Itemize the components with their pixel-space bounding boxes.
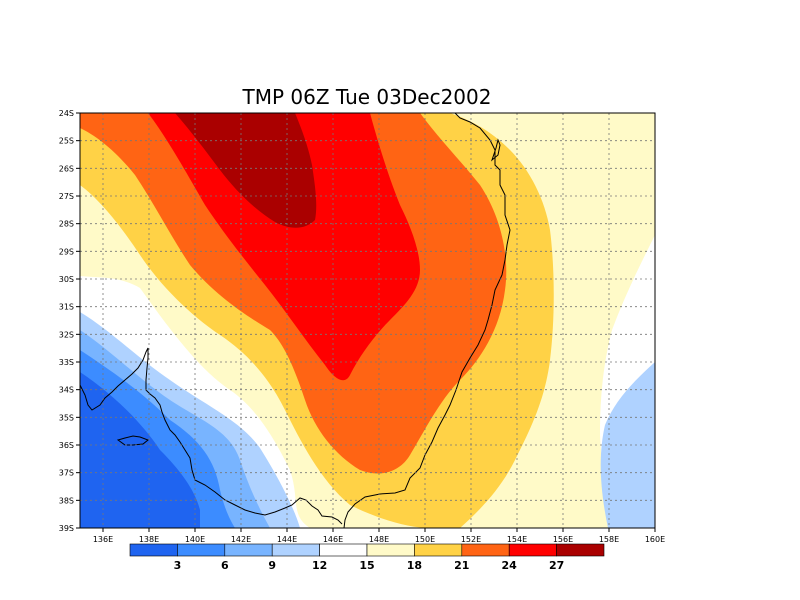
colorbar-swatch bbox=[177, 543, 226, 557]
x-tick-label: 138E bbox=[139, 535, 159, 544]
colorbar-label: 6 bbox=[221, 559, 229, 572]
x-tick-label: 140E bbox=[185, 535, 205, 544]
colorbar-swatch bbox=[556, 543, 605, 557]
island-fraser bbox=[490, 138, 501, 162]
y-tick-label: 28S bbox=[59, 220, 74, 229]
colorbar-legend: 3 6 9 12 15 18 21 24 27 bbox=[129, 543, 605, 572]
colorbar-swatch bbox=[461, 543, 510, 557]
y-tick-label: 25S bbox=[59, 137, 74, 146]
x-tick-label: 158E bbox=[599, 535, 619, 544]
y-tick-label: 33S bbox=[59, 358, 74, 367]
y-tick-label: 38S bbox=[59, 496, 74, 505]
kangaroo-island bbox=[116, 435, 149, 446]
x-tick-label: 144E bbox=[277, 535, 297, 544]
coastline-east bbox=[343, 113, 511, 528]
x-tick-label: 142E bbox=[231, 535, 251, 544]
x-tick-label: 136E bbox=[93, 535, 113, 544]
y-tick-label: 37S bbox=[59, 469, 74, 478]
x-tick-label: 146E bbox=[323, 535, 343, 544]
colorbar-label: 18 bbox=[407, 559, 422, 572]
y-tick-label: 32S bbox=[59, 330, 74, 339]
colorbar-label: 27 bbox=[549, 559, 564, 572]
x-tick-label: 160E bbox=[645, 535, 665, 544]
y-tick-label: 27S bbox=[59, 192, 74, 201]
y-tick-label: 39S bbox=[59, 524, 74, 533]
chart-title: TMP 06Z Tue 03Dec2002 bbox=[242, 85, 492, 109]
colorbar-label: 21 bbox=[454, 559, 469, 572]
colorbar-swatch bbox=[319, 543, 368, 557]
x-tick-label: 148E bbox=[369, 535, 389, 544]
band-30-plus bbox=[175, 113, 317, 228]
y-tick-label: 26S bbox=[59, 164, 74, 173]
y-tick-label: 24S bbox=[59, 109, 74, 118]
x-tick-label: 156E bbox=[553, 535, 573, 544]
y-tick-label: 30S bbox=[59, 275, 74, 284]
colorbar-label: 12 bbox=[312, 559, 327, 572]
band-9-12-east bbox=[600, 362, 655, 528]
x-tick-label: 152E bbox=[461, 535, 481, 544]
y-tick-label: 36S bbox=[59, 441, 74, 450]
map-frame bbox=[79, 112, 656, 529]
colorbar-swatch bbox=[414, 543, 463, 557]
coastline-south bbox=[80, 347, 343, 525]
colorbar-swatch bbox=[366, 543, 415, 557]
colorbar-label: 3 bbox=[174, 559, 182, 572]
band-27-30 bbox=[148, 113, 420, 381]
grid-lines bbox=[80, 113, 655, 528]
y-axis-ticks: 24S 25S 26S 27S 28S 29S 30S 31S 32S 33S 34S 35S 36S 3… bbox=[59, 109, 80, 533]
colorbar-swatch bbox=[224, 543, 273, 557]
x-axis-ticks: 136E 138E 140E 142E 144E 146E 148E 150E 152E 154E… bbox=[93, 528, 665, 544]
colorbar-swatch bbox=[129, 543, 178, 557]
x-tick-label: 150E bbox=[415, 535, 435, 544]
plot-area bbox=[80, 113, 655, 528]
y-tick-label: 29S bbox=[59, 247, 74, 256]
colorbar-label: 24 bbox=[502, 559, 518, 572]
colorbar-swatch bbox=[508, 543, 557, 557]
colorbar-label: 9 bbox=[268, 559, 276, 572]
colorbar-label: 15 bbox=[359, 559, 374, 572]
y-tick-label: 35S bbox=[59, 413, 74, 422]
colorbar-swatch bbox=[271, 543, 320, 557]
y-tick-label: 31S bbox=[59, 303, 74, 312]
y-tick-label: 34S bbox=[59, 386, 74, 395]
band-0-3 bbox=[80, 372, 200, 528]
x-tick-label: 154E bbox=[507, 535, 527, 544]
